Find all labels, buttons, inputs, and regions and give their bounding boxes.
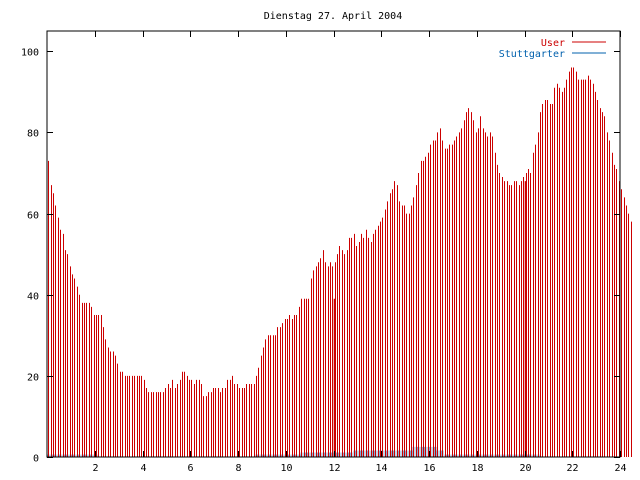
series-user — [48, 67, 632, 457]
x-tick-label: 20 — [519, 463, 531, 474]
x-tick-label: 16 — [423, 463, 435, 474]
y-tick-label: 100 — [21, 48, 39, 59]
x-tick-label: 10 — [280, 463, 292, 474]
x-tick-label: 8 — [235, 463, 241, 474]
y-tick-label: 0 — [33, 454, 39, 465]
x-tick-label: 22 — [566, 463, 578, 474]
x-tick-label: 12 — [328, 463, 340, 474]
x-tick-label: 18 — [471, 463, 483, 474]
x-tick-label: 2 — [92, 463, 98, 474]
x-tick-label: 24 — [614, 463, 626, 474]
x-tick-label: 14 — [375, 463, 387, 474]
y-tick-label: 80 — [27, 129, 39, 140]
y-tick-label: 60 — [27, 211, 39, 222]
x-axis: 2 4 6 8 10 12 14 16 18 20 22 24 — [92, 31, 627, 474]
x-tick-label: 4 — [140, 463, 146, 474]
chart-title: Dienstag 27. April 2004 — [264, 11, 402, 22]
legend-label-stuttgarter: Stuttgarter — [499, 49, 565, 60]
y-tick-label: 40 — [27, 292, 39, 303]
legend: User Stuttgarter — [499, 38, 606, 60]
marker-lines — [333, 181, 527, 457]
legend-label-user: User — [541, 38, 565, 49]
x-tick-label: 6 — [187, 463, 193, 474]
plot-frame — [46, 30, 621, 458]
y-tick-label: 20 — [27, 373, 39, 384]
y-axis: 0 20 40 60 80 100 — [21, 48, 620, 465]
